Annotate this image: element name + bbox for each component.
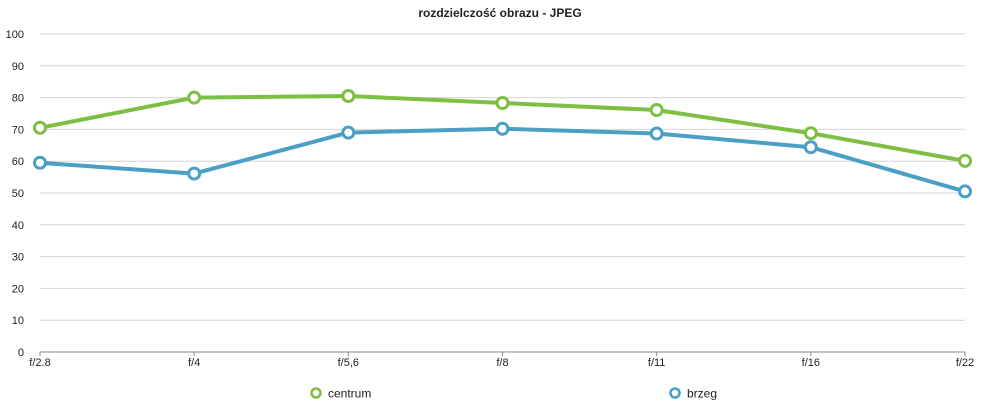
legend-label: centrum bbox=[328, 387, 371, 401]
y-tick-label: 20 bbox=[12, 283, 24, 295]
data-point-centrum bbox=[803, 126, 818, 141]
legend-marker bbox=[310, 387, 322, 399]
data-point-centrum bbox=[649, 103, 664, 118]
y-tick-label: 80 bbox=[12, 93, 24, 105]
x-tick-label: f/2.8 bbox=[29, 357, 50, 369]
data-point-brzeg bbox=[495, 121, 510, 136]
data-point-centrum bbox=[958, 153, 972, 168]
legend-item-brzeg: brzeg bbox=[669, 387, 717, 401]
data-point-brzeg bbox=[803, 140, 818, 155]
legend: centrum brzeg bbox=[310, 387, 717, 401]
series-brzeg bbox=[33, 121, 972, 199]
legend-label: brzeg bbox=[687, 387, 717, 401]
y-tick-label: 60 bbox=[12, 156, 24, 168]
y-tick-label: 0 bbox=[18, 347, 24, 359]
y-tick-label: 10 bbox=[12, 315, 24, 327]
x-tick-label: f/5,6 bbox=[338, 357, 359, 369]
x-tick-label: f/8 bbox=[496, 357, 508, 369]
x-axis: f/2.8 f/4 f/5,6 f/8 f/11 f/16 f/22 bbox=[29, 352, 974, 369]
x-tick-label: f/22 bbox=[956, 357, 974, 369]
data-point-brzeg bbox=[341, 125, 356, 140]
x-tick-label: f/4 bbox=[188, 357, 200, 369]
y-tick-label: 40 bbox=[12, 220, 24, 232]
data-point-brzeg bbox=[649, 126, 664, 141]
legend-item-centrum: centrum bbox=[310, 387, 371, 401]
y-tick-label: 30 bbox=[12, 252, 24, 264]
data-point-brzeg bbox=[958, 184, 972, 199]
data-point-brzeg bbox=[33, 155, 47, 170]
legend-marker bbox=[669, 387, 681, 399]
series-group bbox=[33, 89, 972, 199]
x-tick-label: f/16 bbox=[802, 357, 820, 369]
y-tick-label: 50 bbox=[12, 188, 24, 200]
data-point-brzeg bbox=[187, 166, 202, 181]
data-point-centrum bbox=[341, 89, 356, 104]
y-axis: 0 10 20 30 40 50 60 70 80 90 100 bbox=[6, 29, 24, 359]
y-tick-label: 70 bbox=[12, 124, 24, 136]
x-tick-label: f/11 bbox=[648, 357, 666, 369]
chart-title: rozdzielczość obrazu - JPEG bbox=[418, 6, 581, 20]
series-line-brzeg bbox=[38, 126, 967, 194]
series-centrum bbox=[33, 89, 972, 168]
data-point-centrum bbox=[495, 96, 510, 111]
gridlines bbox=[40, 33, 965, 353]
data-point-centrum bbox=[33, 120, 47, 135]
data-point-centrum bbox=[187, 90, 202, 105]
y-tick-label: 100 bbox=[6, 29, 24, 41]
y-tick-label: 90 bbox=[12, 61, 24, 73]
